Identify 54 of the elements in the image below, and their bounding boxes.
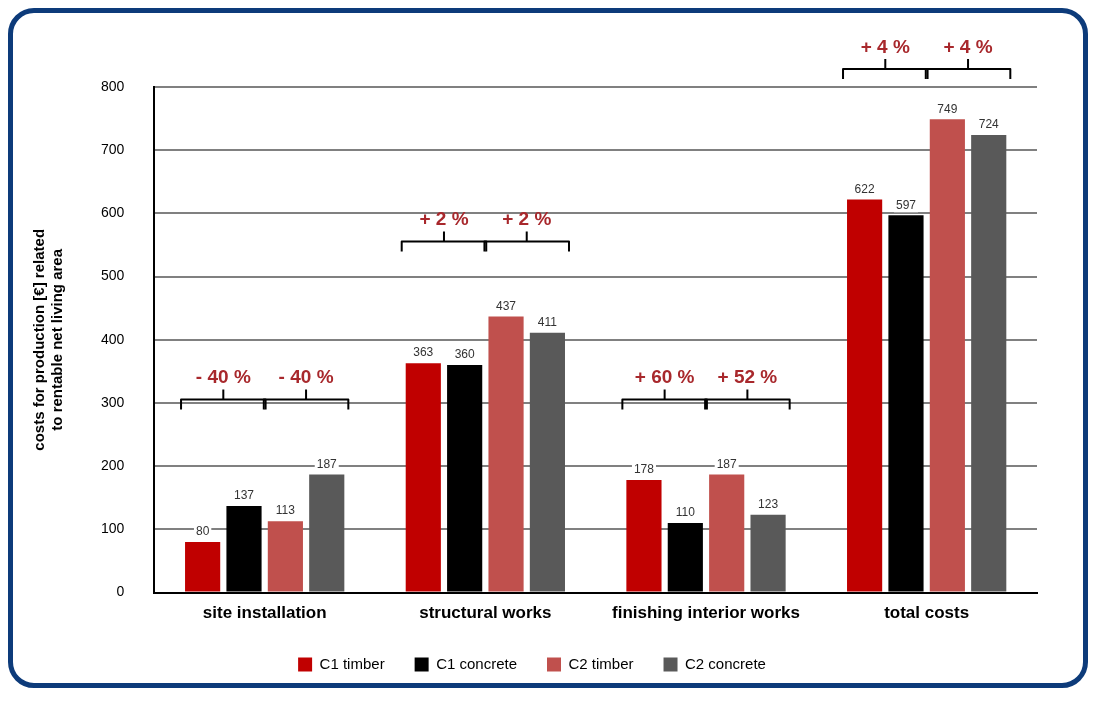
data-label: 113 — [275, 503, 296, 518]
y-tick-label: 800 — [101, 77, 125, 94]
text: + 4 % — [860, 35, 910, 57]
y-tick-label: 300 — [101, 393, 125, 410]
bar — [750, 514, 786, 592]
bar — [929, 119, 965, 592]
bar — [267, 521, 303, 592]
y-tick-label: 100 — [101, 520, 125, 537]
y-tick-label: 700 — [101, 141, 125, 158]
annotation: + 2 % — [419, 208, 469, 230]
bar — [405, 363, 441, 592]
legend-label: C2 concrete — [685, 654, 766, 672]
y-tick-label: 200 — [101, 457, 125, 474]
data-label: 110 — [675, 505, 696, 520]
text: + 4 % — [943, 35, 993, 57]
annotation: - 40 % — [278, 366, 334, 388]
bar — [971, 135, 1007, 592]
data-label: 187 — [316, 456, 338, 471]
y-tick-label: 400 — [101, 330, 125, 347]
x-tick-label: total costs — [884, 603, 970, 623]
data-label: 187 — [716, 456, 738, 471]
y-tick-label: 0 — [116, 583, 125, 600]
bar — [488, 316, 524, 592]
data-label: 437 — [496, 298, 517, 313]
data-label: 363 — [413, 345, 434, 360]
bar — [185, 542, 221, 592]
data-label: 749 — [937, 101, 958, 116]
data-label: 724 — [978, 117, 1000, 132]
bar — [529, 332, 565, 592]
data-label: 622 — [854, 181, 875, 196]
data-label: 123 — [758, 497, 779, 512]
legend-label: C2 timber — [568, 654, 634, 672]
data-label: 411 — [537, 315, 558, 330]
annotation: + 60 % — [634, 366, 695, 388]
legend-label: C1 concrete — [436, 654, 517, 672]
x-tick-label: site installation — [202, 603, 327, 623]
bar — [626, 480, 662, 592]
x-tick-label: structural works — [419, 603, 552, 623]
y-axis-title: costs for production [€] related to rentable net living area — [30, 228, 66, 451]
annotation: + 2 % — [502, 208, 552, 230]
legend-label: C1 timber — [319, 654, 385, 672]
annotation: - 40 % — [195, 366, 251, 388]
data-label: 597 — [895, 197, 917, 212]
y-tick-label: 600 — [101, 204, 125, 221]
data-label: 137 — [233, 488, 255, 503]
y-tick-label: 500 — [101, 267, 125, 284]
data-label: 80 — [195, 524, 210, 539]
annotation: + 52 % — [717, 366, 778, 388]
bar — [709, 474, 745, 592]
bar — [847, 199, 883, 592]
data-label: 178 — [633, 462, 655, 477]
bar — [309, 474, 345, 592]
data-label: 360 — [454, 347, 475, 362]
x-tick-label: finishing interior works — [612, 603, 800, 623]
